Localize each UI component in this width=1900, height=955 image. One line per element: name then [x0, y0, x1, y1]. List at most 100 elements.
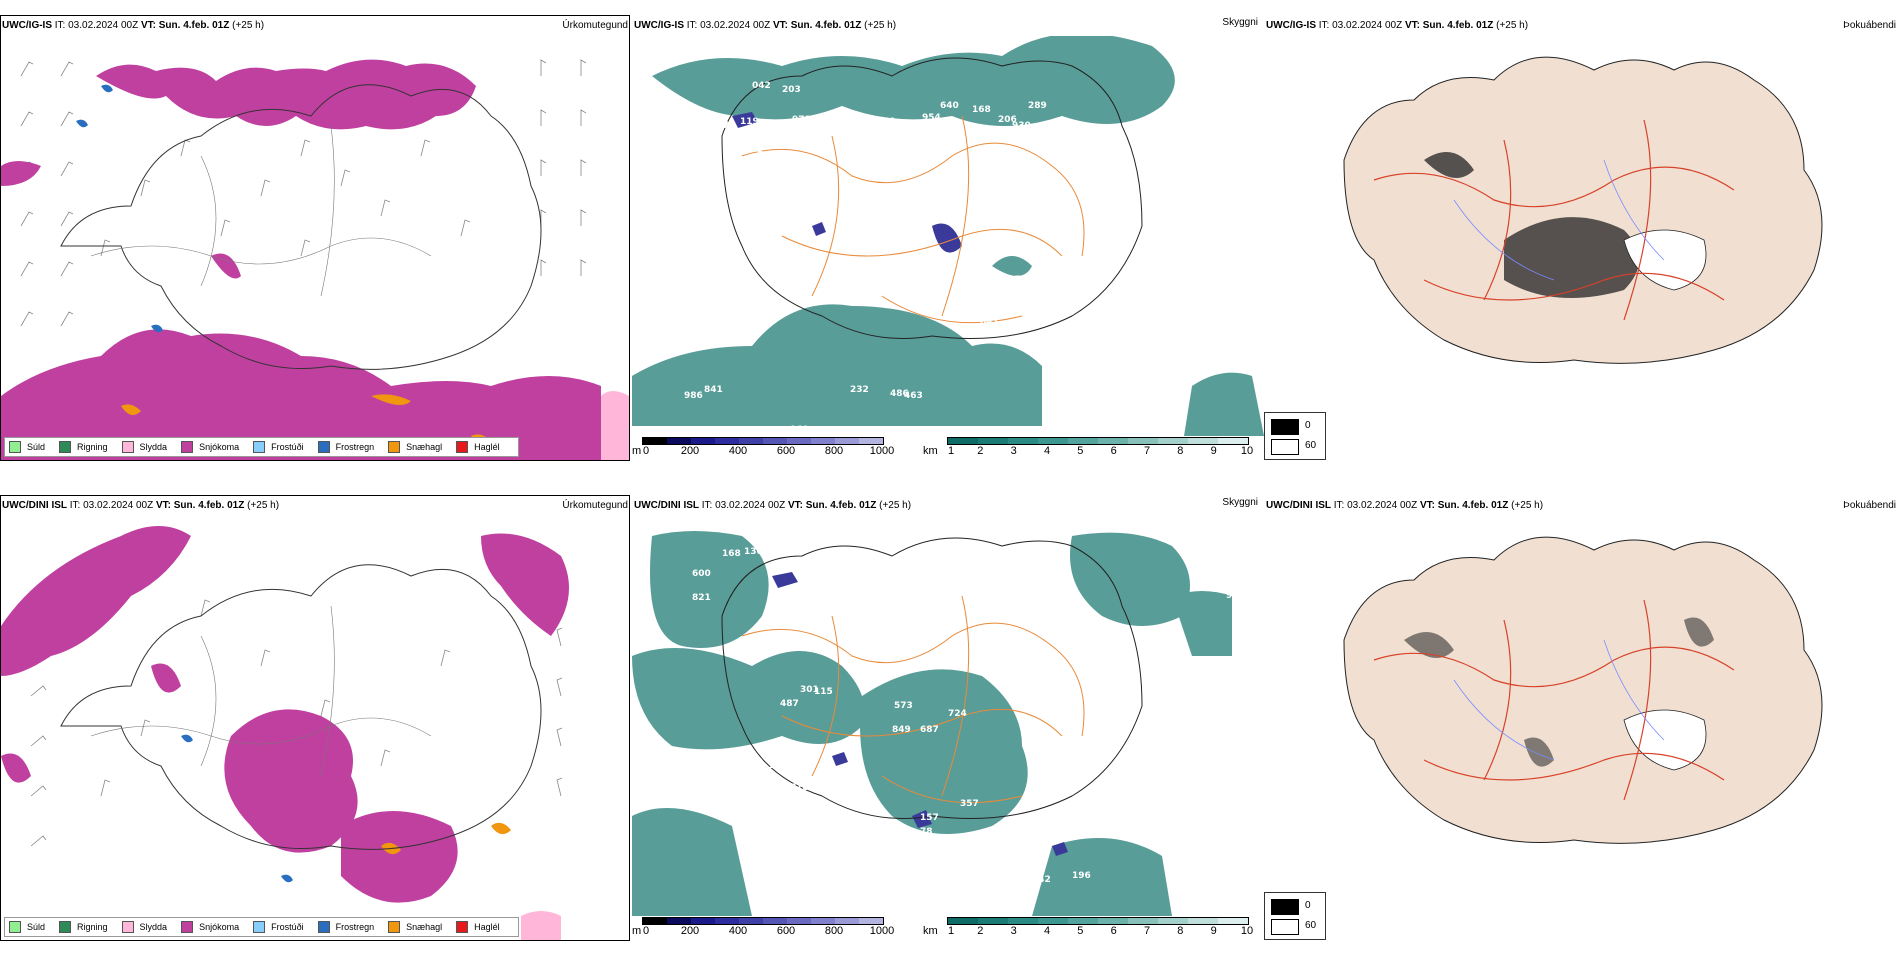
colorbar-cell — [715, 438, 739, 444]
panel-title-visibility: Skyggni — [1222, 497, 1258, 508]
precip-type-panel: UWC/IG-IS IT: 03.02.2024 00Z VT: Sun. 4.… — [0, 0, 632, 475]
colorbar-tick: 4 — [1043, 445, 1051, 457]
it-label: IT: — [54, 20, 66, 31]
legend-item: Frostregn — [317, 441, 375, 453]
visibility-point-label: 207 — [1002, 275, 1021, 285]
legend-swatch — [181, 921, 194, 933]
visibility-colorbar-m: m 0 200 400 600 800 1000 — [632, 437, 937, 457]
colorbar-cell — [787, 918, 811, 924]
colorbar-tick: 200 — [680, 445, 700, 457]
legend-item: Slydda — [121, 921, 168, 933]
colorbar-cell — [1128, 438, 1158, 444]
visibility-point-label: 849 — [892, 725, 911, 735]
colorbar-cell — [835, 918, 859, 924]
vt-value: Sun. 4.feb. 01Z — [1422, 20, 1494, 31]
it-value: 03.02.2024 00Z — [1347, 500, 1418, 511]
legend-item: Súld — [9, 921, 45, 933]
colorbar-cell — [763, 918, 787, 924]
panel-title-cloud: Þokuábendi — [1843, 500, 1896, 511]
colorbar-tick: 5 — [1077, 445, 1084, 457]
colorbar-tick: 600 — [776, 445, 796, 457]
it-value: 03.02.2024 00Z — [83, 500, 154, 511]
colorbar-cell — [1218, 918, 1248, 924]
colorbar-unit: m — [632, 925, 642, 937]
visibility-map: 042 203 727 119 978 611 989 941 954 640 168 206 289 5… — [632, 36, 1264, 436]
vt-label: VT: — [155, 500, 171, 511]
colorbar-cell — [1158, 918, 1188, 924]
legend-swatch — [253, 441, 266, 453]
colorbar-cell — [643, 438, 667, 444]
legend-label-60: 60 — [1305, 440, 1317, 451]
roads — [1373, 599, 1735, 801]
legend-label: Rigning — [77, 442, 108, 452]
visibility-panel: UWC/IG-IS IT: 03.02.2024 00Z VT: Sun. 4.… — [632, 0, 1264, 475]
colorbar-cell — [643, 918, 667, 924]
it-value: 03.02.2024 00Z — [700, 20, 771, 31]
colorbar-cell — [811, 438, 835, 444]
colorbar-tick: 9 — [1210, 445, 1217, 457]
legend-item: Haglél — [456, 441, 500, 453]
model-name: UWC/DINI ISL — [1266, 500, 1331, 511]
visibility-point-label: 57 — [908, 845, 921, 855]
legend-item: Snjókoma — [181, 441, 239, 453]
visibility-point-label: 954 — [922, 113, 941, 123]
legend-label: Frostregn — [335, 442, 375, 452]
legend-label: Slydda — [139, 922, 168, 932]
colorbar-cell — [811, 918, 835, 924]
legend-swatch — [181, 441, 194, 453]
visibility-point-label: 301 — [800, 685, 819, 695]
colorbar-cell — [859, 438, 883, 444]
legend-label: Frostregn — [335, 922, 375, 932]
legend-item: Frostregn — [317, 921, 375, 933]
fog-dark-areas — [1424, 152, 1639, 298]
vt-label: VT: — [1419, 500, 1435, 511]
legend-label-60: 60 — [1305, 920, 1317, 931]
visibility-point-label: 78 — [920, 827, 933, 837]
panel-header: UWC/IG-IS IT: 03.02.2024 00Z VT: Sun. 4.… — [2, 20, 264, 31]
sleet-areas — [521, 911, 561, 940]
panel-header: UWC/DINI ISL IT: 03.02.2024 00Z VT: Sun.… — [1266, 500, 1543, 511]
snow-areas — [1, 59, 601, 460]
legend-swatch — [253, 921, 266, 933]
vt-label: VT: — [772, 20, 788, 31]
roads — [741, 115, 1085, 324]
map-frame — [0, 15, 630, 461]
colorbar-tick: 0 — [642, 925, 650, 937]
legend-label: Haglél — [474, 922, 500, 932]
it-label: IT: — [69, 500, 81, 511]
legend-swatch — [121, 921, 134, 933]
visibility-point-label: 842 — [1032, 875, 1051, 885]
colorbar-cell — [1158, 438, 1188, 444]
rivers — [1453, 639, 1665, 761]
precip-type-panel: UWC/DINI ISL IT: 03.02.2024 00Z VT: Sun.… — [0, 480, 632, 955]
colorbar-tick: 7 — [1143, 445, 1151, 457]
model-name: UWC/DINI ISL — [634, 500, 699, 511]
visibility-point-label: 600 — [692, 569, 711, 579]
colorbar-tick: 8 — [1177, 445, 1184, 457]
visibility-point-label: 718 — [790, 783, 809, 793]
colorbar-tick: 10 — [1240, 445, 1254, 457]
colorbar-tick: 6 — [1110, 925, 1117, 937]
cloud-map — [1343, 536, 1823, 844]
colorbar-cell — [978, 918, 1008, 924]
panel-title-cloud: Þokuábendi — [1843, 20, 1896, 31]
visibility-colorbar-km: km 1 2 3 4 5 6 7 8 9 10 — [923, 917, 1264, 937]
visibility-point-label: 978 — [792, 115, 811, 125]
legend-item: Snæhagl — [388, 921, 442, 933]
legend-swatch — [9, 921, 21, 933]
legend-item: Snæhagl — [388, 441, 442, 453]
visibility-point-label: 727 — [710, 121, 729, 131]
it-label: IT: — [686, 20, 698, 31]
legend-swatch-60 — [1271, 919, 1299, 935]
it-label: IT: — [701, 500, 713, 511]
panel-header: UWC/DINI ISL IT: 03.02.2024 00Z VT: Sun.… — [634, 500, 911, 511]
vt-value: Sun. 4.feb. 01Z — [1437, 500, 1509, 511]
colorbar-cell — [1188, 438, 1218, 444]
colorbar-cell — [1038, 438, 1068, 444]
colorbar-cell — [763, 438, 787, 444]
legend-swatch-0 — [1271, 899, 1299, 915]
colorbar-tick: 9 — [1210, 925, 1217, 937]
row-ig-is: UWC/IG-IS IT: 03.02.2024 00Z VT: Sun. 4.… — [0, 0, 1900, 475]
legend-item: Frostúði — [253, 441, 304, 453]
legend-swatch — [388, 441, 401, 453]
